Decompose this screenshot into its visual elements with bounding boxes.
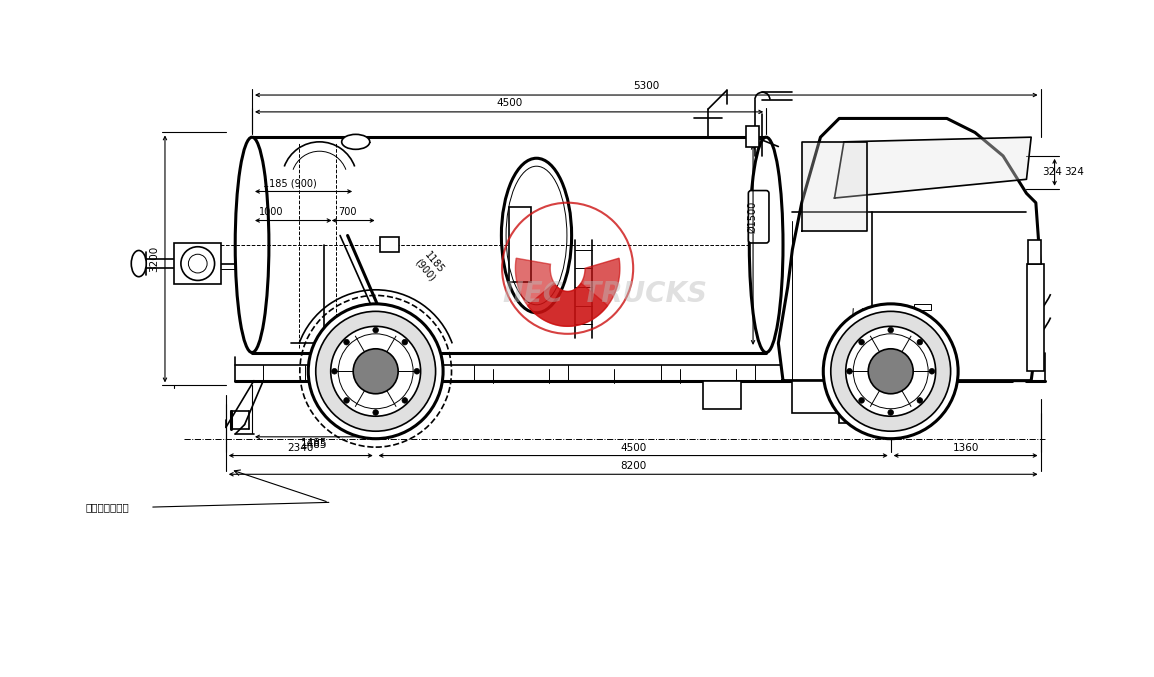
Circle shape	[344, 397, 350, 403]
Circle shape	[823, 304, 958, 439]
Bar	[793, 380, 844, 414]
Ellipse shape	[342, 134, 369, 150]
Text: 700: 700	[338, 206, 357, 217]
Bar	[745, 126, 758, 146]
Bar	[704, 380, 741, 409]
Circle shape	[887, 327, 893, 333]
Ellipse shape	[749, 137, 784, 353]
Circle shape	[308, 304, 443, 439]
Circle shape	[181, 246, 215, 280]
Circle shape	[414, 368, 420, 374]
Bar	[509, 207, 531, 282]
Bar	[914, 304, 931, 311]
Text: 1185 (900): 1185 (900)	[263, 179, 317, 189]
Text: 1485: 1485	[300, 439, 327, 450]
Bar	[839, 380, 886, 404]
Text: 底盘自带后防护: 底盘自带后防护	[85, 502, 129, 512]
FancyBboxPatch shape	[748, 190, 769, 243]
Circle shape	[846, 326, 936, 416]
Circle shape	[847, 368, 853, 374]
Polygon shape	[527, 258, 620, 326]
Text: 3200: 3200	[149, 246, 159, 272]
Circle shape	[331, 326, 420, 416]
Circle shape	[402, 397, 407, 403]
Circle shape	[929, 368, 935, 374]
Text: IIEC  TRUCKS: IIEC TRUCKS	[503, 280, 707, 309]
Circle shape	[859, 397, 864, 403]
Circle shape	[373, 327, 379, 333]
Text: 4500: 4500	[620, 443, 646, 453]
Circle shape	[853, 334, 928, 409]
Circle shape	[868, 349, 913, 394]
Ellipse shape	[235, 137, 269, 353]
Polygon shape	[802, 142, 868, 231]
Circle shape	[373, 410, 379, 415]
Circle shape	[316, 311, 435, 431]
Bar	[1028, 240, 1041, 263]
Text: 2340: 2340	[287, 443, 314, 453]
Text: Ø1500: Ø1500	[748, 200, 757, 233]
Bar	[839, 404, 877, 422]
Text: 5300: 5300	[634, 81, 659, 91]
Circle shape	[887, 410, 893, 415]
Ellipse shape	[132, 250, 147, 277]
Text: 1000: 1000	[258, 206, 283, 217]
Text: 1485: 1485	[300, 438, 327, 448]
Circle shape	[831, 311, 951, 431]
Circle shape	[331, 368, 337, 374]
Text: 324: 324	[1064, 167, 1084, 177]
Text: 324: 324	[1042, 167, 1062, 177]
Polygon shape	[778, 118, 1041, 380]
Text: 4500: 4500	[496, 98, 523, 108]
Circle shape	[859, 339, 864, 345]
Circle shape	[188, 255, 207, 273]
Circle shape	[338, 334, 413, 409]
Polygon shape	[834, 137, 1032, 198]
Bar	[1027, 263, 1044, 371]
Circle shape	[344, 339, 350, 345]
Text: 1185
(900): 1185 (900)	[413, 250, 447, 284]
Bar	[174, 243, 222, 284]
Circle shape	[917, 339, 923, 345]
Circle shape	[917, 397, 923, 403]
Circle shape	[353, 349, 398, 394]
Circle shape	[402, 339, 407, 345]
Polygon shape	[516, 258, 608, 326]
Text: 8200: 8200	[620, 462, 646, 471]
Polygon shape	[252, 137, 766, 353]
Bar	[381, 238, 399, 253]
Text: 1360: 1360	[952, 443, 979, 453]
